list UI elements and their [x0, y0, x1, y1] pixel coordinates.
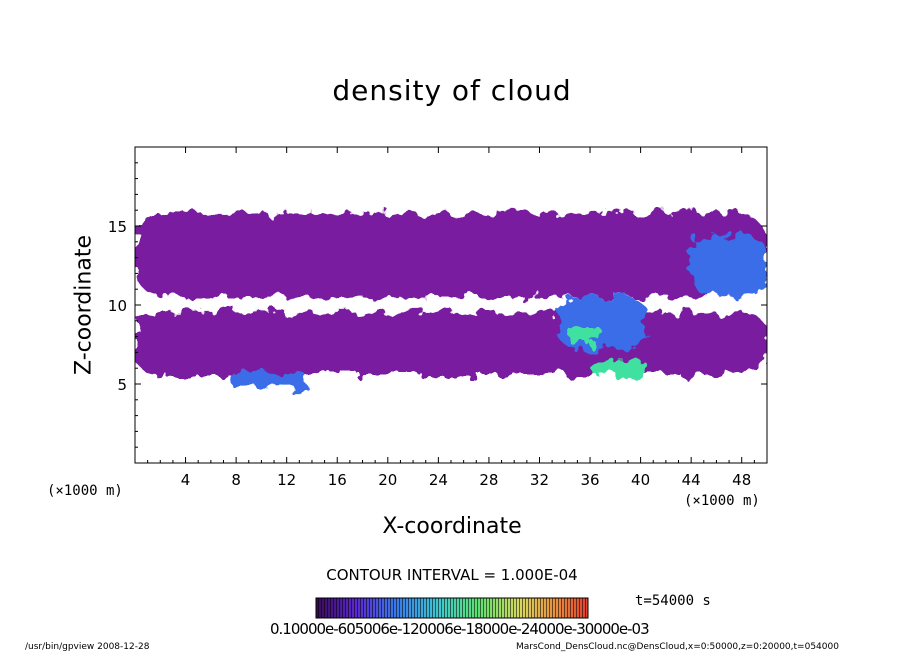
- cloud-region-high: [691, 233, 767, 298]
- x-tick-label: 48: [732, 471, 751, 489]
- colorbar-frame: [315, 597, 589, 619]
- x-tick-label: 16: [328, 471, 347, 489]
- x-tick-label: 28: [479, 471, 498, 489]
- x-tick-label: 12: [277, 471, 296, 489]
- cloud-region-low: [135, 213, 767, 298]
- plot-frame: [134, 146, 768, 464]
- x-tick-label: 40: [631, 471, 650, 489]
- y-tick-label: 10: [108, 297, 127, 315]
- x-axis-unit: (×1000 m): [684, 493, 760, 509]
- x-tick-label: 8: [231, 471, 241, 489]
- y-tick-label: 15: [108, 218, 127, 236]
- y-tick-label: 5: [117, 376, 127, 394]
- cloud-region-peak: [567, 323, 601, 345]
- cloud-region-low: [135, 312, 767, 375]
- footer-right: MarsCond_DensCloud.nc@DensCloud,x=0:5000…: [516, 642, 839, 652]
- y-axis-label: Z-coordinate: [71, 235, 97, 375]
- footer-left: /usr/bin/gpview 2008-12-28: [25, 642, 150, 652]
- x-tick-label: 44: [682, 471, 701, 489]
- cloud-region-high: [229, 371, 306, 388]
- cloud-region-peak: [592, 360, 647, 377]
- time-label: t=54000 s: [635, 593, 711, 609]
- x-tick-label: 36: [580, 471, 599, 489]
- x-tick-label: 4: [181, 471, 191, 489]
- chart-title: density of cloud: [332, 74, 572, 107]
- contour-interval: CONTOUR INTERVAL = 1.000E-04: [326, 566, 578, 584]
- y-axis-unit: (×1000 m): [47, 483, 123, 499]
- x-tick-label: 24: [429, 471, 448, 489]
- x-axis-label: X-coordinate: [382, 514, 522, 539]
- colorbar-stripes: [316, 598, 588, 618]
- x-tick-label: 32: [530, 471, 549, 489]
- x-tick-label: 20: [378, 471, 397, 489]
- colorbar-labels: 0.10000e-605006e-120006e-18000e-24000e-3…: [270, 620, 650, 638]
